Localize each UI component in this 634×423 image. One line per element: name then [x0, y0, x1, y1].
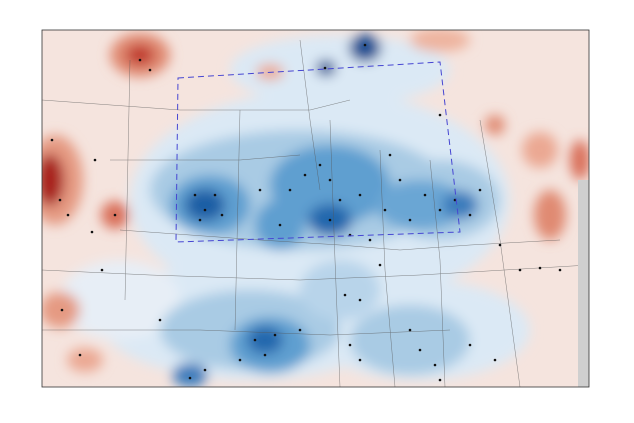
- map-field: [42, 30, 589, 387]
- state-borders: [42, 39, 589, 387]
- map-frame: [41, 29, 590, 388]
- station-dots: [50, 43, 562, 382]
- ocean: [578, 180, 589, 387]
- anomaly-blobs: [42, 30, 589, 387]
- study-region: [175, 61, 461, 243]
